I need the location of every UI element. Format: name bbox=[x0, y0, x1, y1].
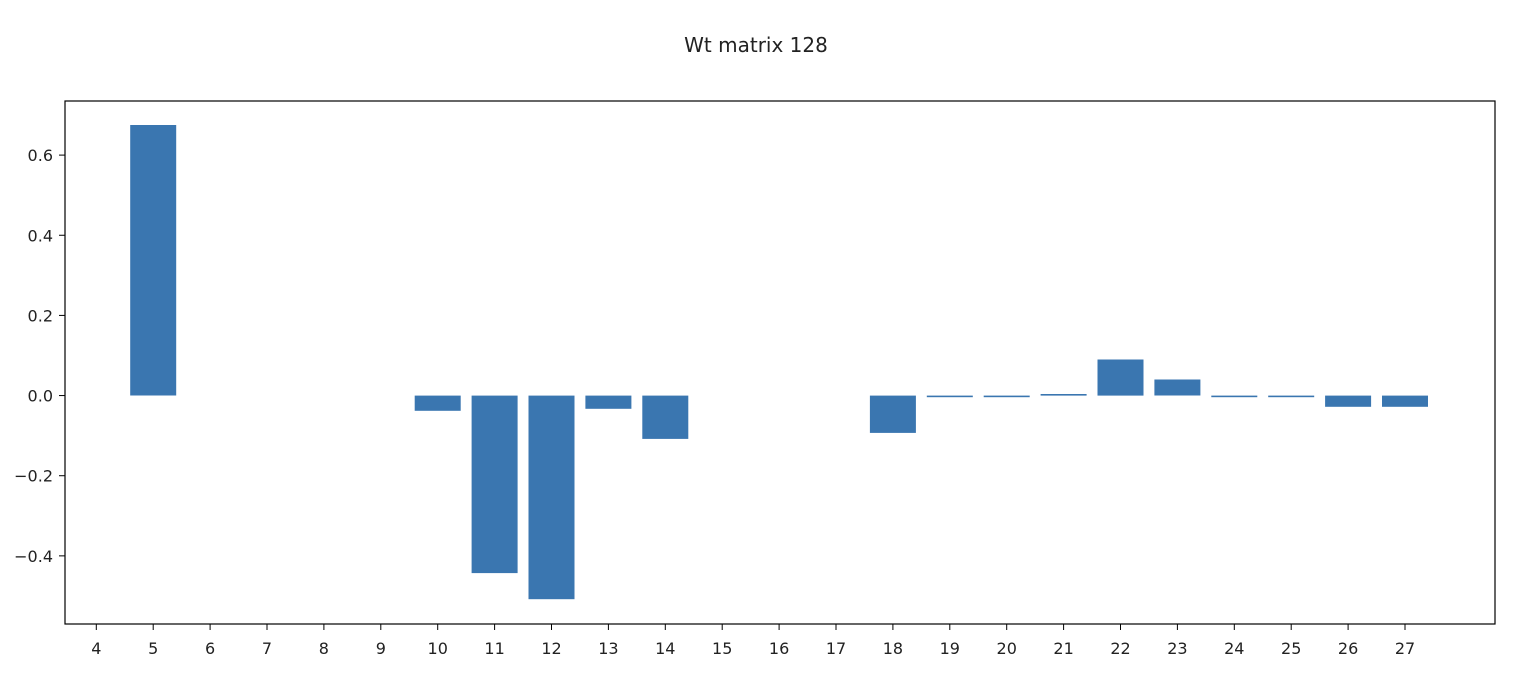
y-axis: −0.4 −0.2 0.0 0.2 0.4 0.6 bbox=[14, 146, 65, 566]
x-tick-label: 18 bbox=[883, 639, 903, 658]
bars-group bbox=[130, 125, 1428, 600]
bar-21 bbox=[1040, 394, 1087, 396]
bar-20 bbox=[983, 395, 1030, 398]
bar-27 bbox=[1382, 395, 1428, 407]
x-tick-label: 17 bbox=[826, 639, 846, 658]
bar-25 bbox=[1268, 395, 1315, 398]
x-tick-label: 19 bbox=[940, 639, 960, 658]
bar-11 bbox=[471, 395, 518, 574]
y-tick-label: 0.4 bbox=[28, 226, 53, 245]
bar-22 bbox=[1097, 359, 1144, 396]
x-axis: 4 5 6 7 8 9 10 11 12 13 14 15 16 17 18 19 20 21 22 23 24 25 26… bbox=[91, 624, 1415, 658]
x-tick-label: 6 bbox=[205, 639, 215, 658]
x-tick-label: 27 bbox=[1395, 639, 1415, 658]
bar-19 bbox=[926, 395, 973, 398]
x-tick-label: 8 bbox=[319, 639, 329, 658]
y-tick-label: −0.4 bbox=[14, 547, 53, 566]
bar-26 bbox=[1325, 395, 1372, 407]
x-tick-label: 11 bbox=[484, 639, 504, 658]
bar-18 bbox=[869, 395, 916, 433]
bar-10 bbox=[414, 395, 461, 411]
bar-24 bbox=[1211, 395, 1258, 398]
x-tick-label: 25 bbox=[1281, 639, 1301, 658]
plot-frame bbox=[64, 100, 1496, 625]
x-tick-label: 13 bbox=[598, 639, 618, 658]
bar-23 bbox=[1154, 379, 1201, 396]
x-tick-label: 26 bbox=[1338, 639, 1358, 658]
x-tick-label: 21 bbox=[1053, 639, 1073, 658]
x-tick-label: 15 bbox=[712, 639, 732, 658]
x-tick-label: 12 bbox=[541, 639, 561, 658]
x-tick-label: 20 bbox=[997, 639, 1017, 658]
y-tick-label: −0.2 bbox=[14, 467, 53, 486]
x-tick-label: 23 bbox=[1167, 639, 1187, 658]
y-tick-label: 0.6 bbox=[28, 146, 53, 165]
x-tick-label: 22 bbox=[1110, 639, 1130, 658]
bar-12 bbox=[528, 395, 575, 600]
x-tick-label: 16 bbox=[769, 639, 789, 658]
x-tick-label: 10 bbox=[428, 639, 448, 658]
x-tick-label: 7 bbox=[262, 639, 272, 658]
x-tick-label: 24 bbox=[1224, 639, 1244, 658]
x-tick-label: 4 bbox=[91, 639, 101, 658]
bar-13 bbox=[585, 395, 632, 409]
x-tick-label: 14 bbox=[655, 639, 675, 658]
y-tick-label: 0.2 bbox=[28, 306, 53, 325]
bar-5 bbox=[130, 125, 177, 396]
x-tick-label: 5 bbox=[148, 639, 158, 658]
y-tick-label: 0.0 bbox=[28, 387, 53, 406]
chart-title: Wt matrix 128 bbox=[684, 33, 828, 57]
bar-14 bbox=[642, 395, 689, 439]
x-tick-label: 9 bbox=[376, 639, 386, 658]
